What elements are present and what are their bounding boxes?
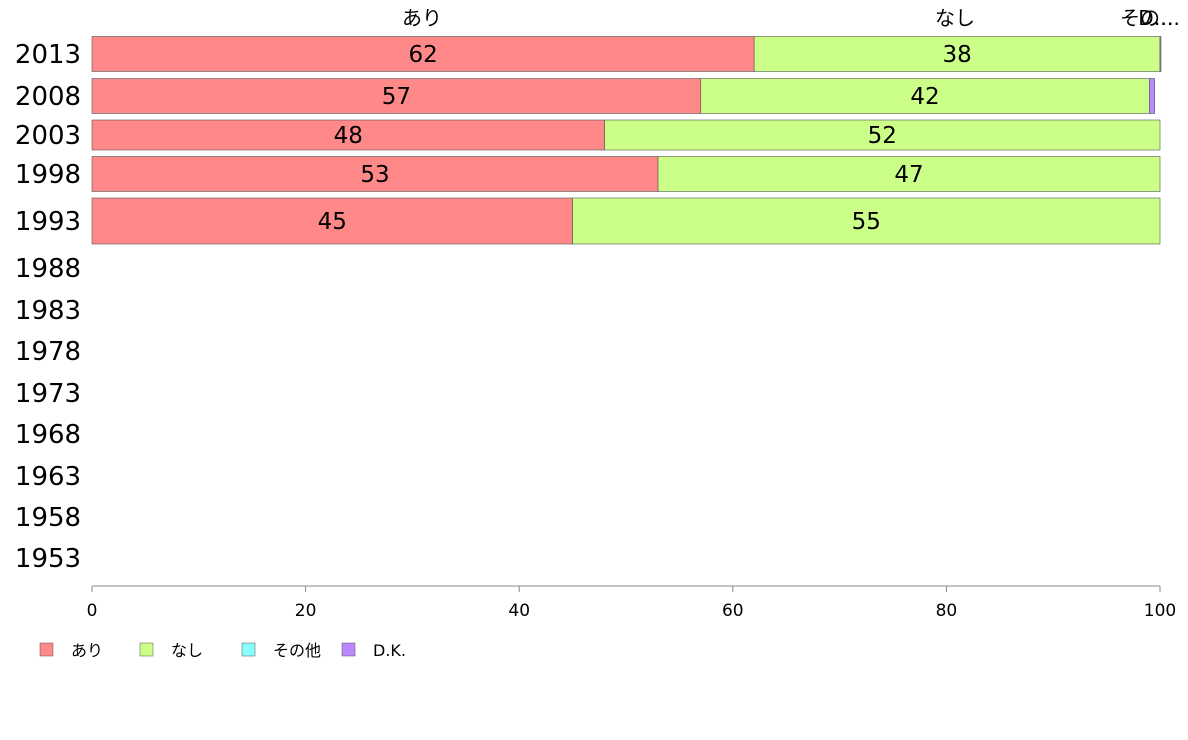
year-label-1958: 1958 [15,503,81,533]
bar-1993-なし [572,197,1161,245]
bar-label-1993-なし: 55 [852,209,881,235]
bar-label-2013-あり: 62 [408,42,437,68]
year-label-2013: 2013 [15,40,81,70]
bar-2003-あり [91,119,605,151]
x-tick-label-60: 60 [722,601,744,621]
bar-label-2003-なし: 52 [868,123,897,149]
legend-swatch-その他 [241,642,256,657]
year-label-1953: 1953 [15,544,81,574]
header-label-3: D… [1138,6,1173,30]
bar-label-2008-あり: 57 [382,84,411,110]
bar-2008-D.K. [1149,78,1155,114]
header-label-0: あり [402,6,442,30]
bar-1998-あり [91,156,659,192]
year-label-2003: 2003 [15,121,81,151]
year-label-1968: 1968 [15,420,81,450]
legend-label-あり: あり [71,641,103,660]
year-label-1998: 1998 [15,160,81,190]
year-label-1993: 1993 [15,207,81,237]
bar-label-2003-あり: 48 [334,123,363,149]
bar-2008-なし [700,78,1150,114]
bar-2003-なし [604,119,1161,151]
legend-label-なし: なし [171,641,203,660]
year-label-1973: 1973 [15,379,81,409]
x-tick-label-80: 80 [936,601,958,621]
legend-swatch-D.K. [341,642,356,657]
bar-2008-あり [91,78,702,114]
x-tick-label-40: 40 [508,601,530,621]
bar-label-2013-なし: 38 [942,42,971,68]
legend-swatch-あり [39,642,54,657]
header-label-2: その… [1120,6,1180,30]
bar-1998-なし [657,156,1161,192]
x-tick-label-0: 0 [87,601,98,621]
header-label-1: なし [935,6,975,30]
legend-label-D.K.: D.K. [373,641,406,660]
year-label-2008: 2008 [15,82,81,112]
bar-2013-なし [753,36,1161,72]
legend-label-その他: その他 [273,641,321,660]
bar-label-1998-なし: 47 [894,162,923,188]
x-tick-label-20: 20 [295,601,317,621]
bar-2013-D.K. [1159,36,1162,72]
bar-label-2008-なし: 42 [910,84,939,110]
bar-label-1993-あり: 45 [318,209,347,235]
year-label-1963: 1963 [15,462,81,492]
year-label-1978: 1978 [15,337,81,367]
x-tick-label-100: 100 [1144,601,1176,621]
year-label-1988: 1988 [15,254,81,284]
bar-label-1998-あり: 53 [360,162,389,188]
year-label-1983: 1983 [15,296,81,326]
bar-2013-あり [91,36,755,72]
legend-swatch-なし [139,642,154,657]
bar-1993-あり [91,197,573,245]
